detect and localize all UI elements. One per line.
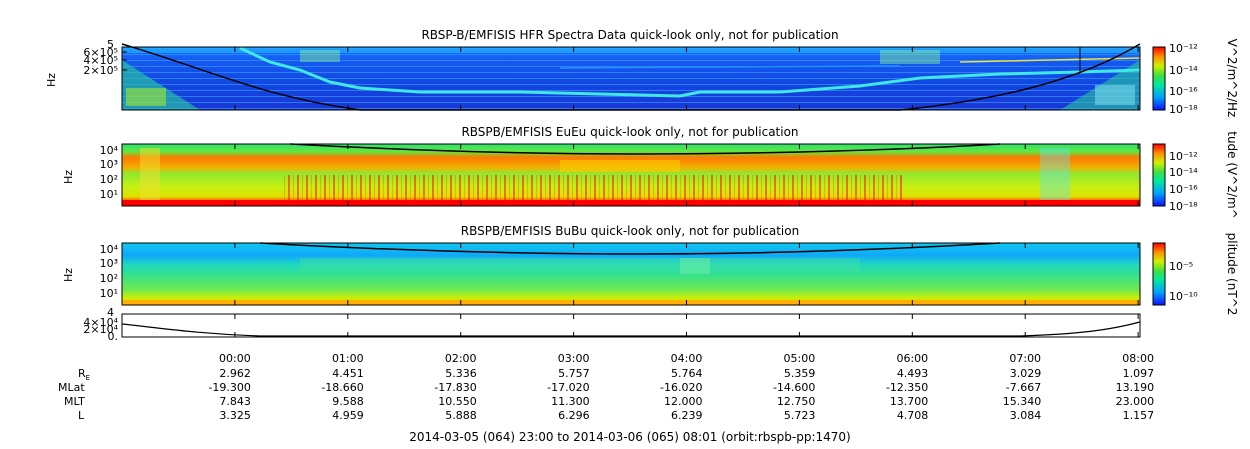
panel1-spectrogram (121, 43, 1141, 111)
ephemeris-value: -7.667 (1006, 381, 1041, 394)
panel3-colorbar-label: plitude (nT^2 (1225, 233, 1239, 316)
panel3-ylabel: Hz (62, 268, 75, 282)
colorbar-tick: 10⁻¹⁶ (1169, 183, 1198, 196)
ephemeris-value: 2.962 (219, 367, 251, 380)
x-tick-label: 00:00 (219, 352, 251, 365)
panel3-ytick: 10² (100, 272, 118, 285)
ephemeris-value: 1.157 (1123, 409, 1155, 422)
ephemeris-row-label: RE (78, 367, 90, 382)
ephemeris-value: -12.350 (886, 381, 928, 394)
x-tick-label: 08:00 (1122, 352, 1154, 365)
ephemeris-value: 15.340 (1003, 395, 1042, 408)
ephemeris-value: 13.700 (890, 395, 929, 408)
ephemeris-value: -19.300 (208, 381, 250, 394)
colorbar-tick: 10⁻⁵ (1169, 260, 1193, 273)
ephemeris-value: 3.084 (1010, 409, 1042, 422)
ephemeris-value: 13.190 (1116, 381, 1155, 394)
ephemeris-value: 12.000 (664, 395, 703, 408)
ephemeris-value: -17.020 (547, 381, 589, 394)
panel1-ylabel: Hz (45, 73, 58, 87)
panel2-ytick: 10¹ (100, 188, 118, 201)
colorbar-tick: 10⁻¹⁶ (1169, 85, 1198, 98)
colorbar-tick: 10⁻¹⁸ (1169, 200, 1198, 213)
ephemeris-value: 3.325 (219, 409, 251, 422)
panel2-yticks: 10⁴ 10³ 10² 10¹ (100, 144, 119, 201)
panel1-colorbar: 10⁻¹² 10⁻¹⁴ 10⁻¹⁶ 10⁻¹⁸ V^2/m^2/Hz (1152, 39, 1239, 118)
panel2-title: RBSPB/EMFISIS EuEu quick-look only, not … (461, 125, 798, 139)
ephemeris-row-label: MLT (64, 395, 85, 408)
ephemeris-value: 6.239 (671, 409, 703, 422)
ephemeris-value: 6.296 (558, 409, 590, 422)
panel4-ytick: 2×10⁴ (83, 323, 118, 336)
ephemeris-value: 5.359 (784, 367, 816, 380)
ephemeris-value: 3.029 (1010, 367, 1042, 380)
time-range-footer: 2014-03-05 (064) 23:00 to 2014-03-06 (06… (409, 430, 850, 444)
panel1-title: RBSP-B/EMFISIS HFR Spectra Data quick-lo… (421, 28, 838, 42)
ephemeris-value: 12.750 (777, 395, 816, 408)
ephemeris-value: 4.708 (897, 409, 929, 422)
ephemeris-value: 1.097 (1123, 367, 1155, 380)
ephemeris-value: -17.830 (434, 381, 476, 394)
panel2-ytick: 10² (100, 173, 118, 186)
panel2-colorbar-label: tude (V^2/m^ (1225, 131, 1239, 219)
colorbar-tick: 10⁻¹² (1169, 42, 1198, 55)
panel3-yticks: 10⁴ 10³ 10² 10¹ (100, 243, 119, 300)
ephemeris-value: 10.550 (438, 395, 477, 408)
ephemeris-value: 4.959 (332, 409, 364, 422)
ephemeris-value: 5.757 (558, 367, 590, 380)
panel3-title: RBSPB/EMFISIS BuBu quick-look only, not … (461, 224, 799, 238)
panel2-ylabel: Hz (62, 170, 75, 184)
panel4-ytick-top: 4 (107, 306, 114, 319)
ephemeris-value: 23.000 (1116, 395, 1155, 408)
panel1-ytick-top: 5 (107, 38, 114, 51)
panel3-ytick: 10³ (100, 257, 118, 270)
panel4-ytick: 0. (108, 330, 119, 343)
panel2-ytick: 10³ (100, 158, 118, 171)
x-tick-label: 06:00 (896, 352, 928, 365)
panel2-spectrogram (121, 143, 1141, 207)
panel1-colorbar-label: V^2/m^2/Hz (1225, 39, 1239, 118)
ephemeris-value: 7.843 (219, 395, 251, 408)
ephemeris-value: -18.660 (321, 381, 363, 394)
ephemeris-row-label: L (78, 409, 85, 422)
x-tick-label: 05:00 (784, 352, 816, 365)
colorbar-tick: 10⁻¹² (1169, 150, 1198, 163)
x-tick-label: 07:00 (1009, 352, 1041, 365)
colorbar-tick: 10⁻¹⁸ (1169, 103, 1198, 116)
ephemeris-value: 4.451 (332, 367, 364, 380)
panel4-yticks: 4 4×10⁴ 2×10⁴ 0. (83, 306, 118, 343)
panel3-ytick: 10⁴ (100, 243, 119, 256)
colorbar-tick: 10⁻¹⁴ (1169, 64, 1198, 77)
ephemeris-value: -14.600 (773, 381, 815, 394)
panel1-yticks: 5 6×10⁵ 4×10⁵ 2×10⁵ (83, 38, 127, 77)
panel3-ytick: 10¹ (100, 287, 118, 300)
colorbar-tick: 10⁻¹⁰ (1169, 290, 1198, 303)
panel1-ytick: 6×10⁵ (83, 46, 118, 59)
panel4-ytick: 4×10⁴ (83, 316, 118, 329)
panel1-ytick: 2×10⁵ (83, 64, 118, 77)
panel2-colorbar: 10⁻¹² 10⁻¹⁴ 10⁻¹⁶ 10⁻¹⁸ tude (V^2/m^ (1152, 131, 1239, 219)
x-tick-label: 04:00 (671, 352, 703, 365)
x-axis: 00:00 01:00 02:00 03:00 04:00 05:00 06:00 07:00… (219, 47, 1154, 365)
ephemeris-value: 5.336 (445, 367, 477, 380)
x-tick-label: 02:00 (445, 352, 477, 365)
panel2-ytick: 10⁴ (100, 144, 119, 157)
ephemeris-value: -16.020 (660, 381, 702, 394)
ephemeris-row-label: MLat (58, 381, 85, 394)
panel3-colorbar: 10⁻⁵ 10⁻¹⁰ plitude (nT^2 (1152, 233, 1239, 316)
colorbar-tick: 10⁻¹⁴ (1169, 166, 1198, 179)
x-tick-label: 01:00 (332, 352, 364, 365)
ephemeris-value: 5.723 (784, 409, 816, 422)
ephemeris-value: 9.588 (332, 395, 364, 408)
x-tick-label: 03:00 (558, 352, 590, 365)
ephemeris-value: 11.300 (551, 395, 590, 408)
panel4-line-plot (121, 313, 1141, 338)
panel1-ytick: 4×10⁵ (83, 54, 118, 67)
ephemeris-value: 4.493 (897, 367, 929, 380)
ephemeris-value: 5.764 (671, 367, 703, 380)
ephemeris-table: RE 2.962 4.451 5.336 5.757 5.764 5.359 4.493 3.0… (58, 367, 1154, 422)
panel3-spectrogram (121, 242, 1141, 306)
ephemeris-value: 5.888 (445, 409, 477, 422)
